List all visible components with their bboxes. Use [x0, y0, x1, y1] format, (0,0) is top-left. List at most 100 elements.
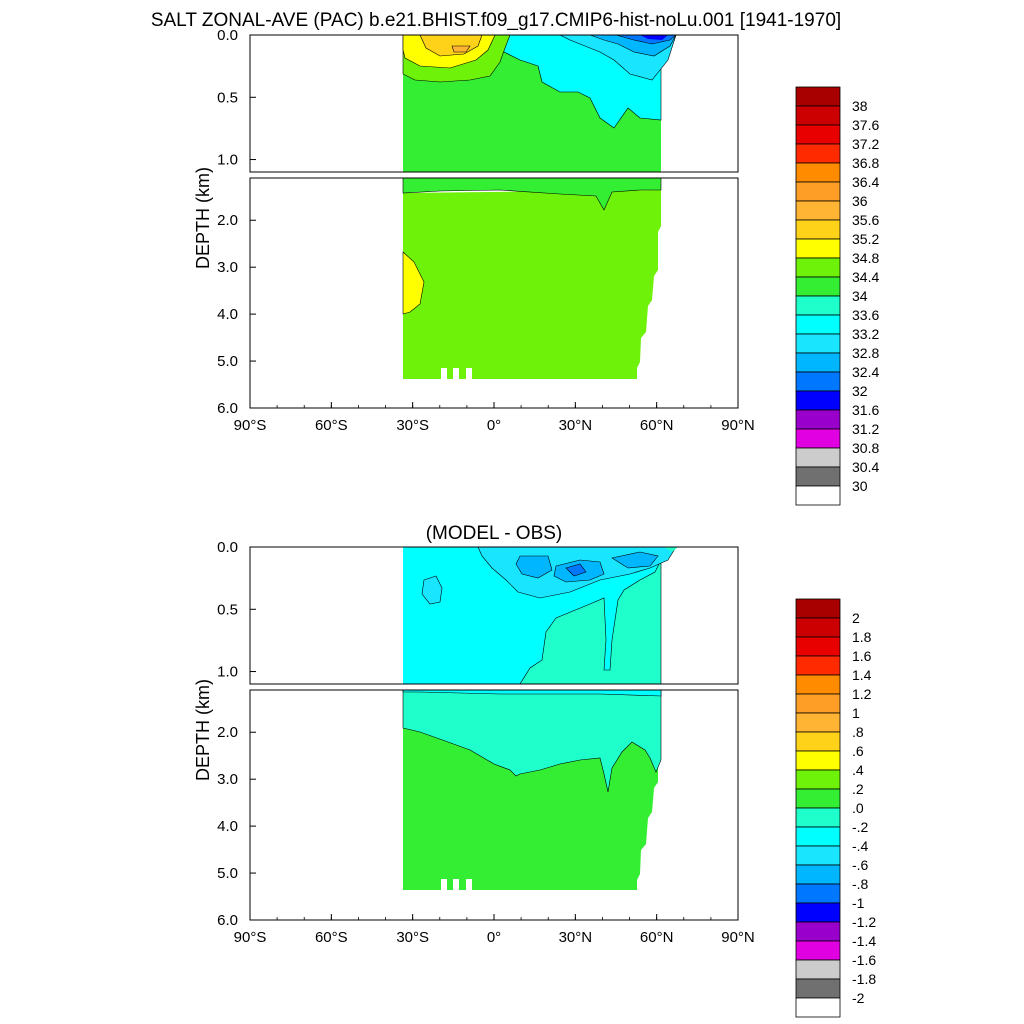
colorbar-swatch	[795, 238, 841, 259]
colorbar-label: -.2	[852, 819, 869, 835]
colorbar-label: -1.4	[852, 933, 876, 949]
colorbar-swatch	[795, 655, 841, 676]
y-tick-label: 6.0	[217, 912, 238, 929]
x-tick-label: 60°N	[640, 417, 674, 434]
contour-fill-teal	[402, 689, 662, 793]
y-tick-label: 4.0	[217, 818, 238, 835]
contour-fill-green	[402, 177, 662, 211]
contour-fill-yellow	[402, 251, 425, 315]
colorbar-label: .6	[852, 743, 864, 759]
colorbar: 21.81.61.41.21.8.6.4.2.0-.2-.4-.6-.8-1-1…	[795, 598, 876, 1018]
colorbar-label: -.6	[852, 857, 869, 873]
axis-ticks: 90°S 60°S 30°S 0° 30°N 60°N 90°N 0.0 0.5 1.0 2.0 3.…	[217, 27, 755, 434]
x-tick-label: 30°N	[559, 929, 593, 946]
y-axis-label: DEPTH (km)	[193, 167, 213, 269]
colorbar: 38 37.6 37.2 36.8 36.4 36 35.6 35.2 34.8 34.4 34 33…	[795, 86, 879, 506]
y-tick-label: 4.0	[217, 306, 238, 323]
colorbar-swatch	[795, 902, 841, 923]
colorbar-swatch	[795, 447, 841, 468]
colorbar-label: 37.2	[852, 136, 879, 152]
x-tick-label: 90°S	[234, 417, 267, 434]
colorbar-label: 38	[852, 98, 868, 114]
x-tick-label: 30°N	[559, 417, 593, 434]
y-tick-label: 5.0	[217, 353, 238, 370]
colorbar-label: -.4	[852, 838, 869, 854]
colorbar-swatch	[795, 295, 841, 316]
colorbar-swatch	[795, 826, 841, 847]
colorbar-label: 37.6	[852, 117, 879, 133]
colorbar-swatch	[795, 674, 841, 695]
colorbar-label: 30.4	[852, 459, 879, 475]
colorbar-swatch	[795, 409, 841, 430]
colorbar-label: -1.6	[852, 952, 876, 968]
lower-plot	[249, 177, 739, 409]
colorbar-swatch	[795, 750, 841, 771]
colorbar-swatch	[795, 86, 841, 107]
contour-fill-lightblue	[421, 575, 443, 605]
axis-ticks: 90°S 60°S 30°S 0° 30°N 60°N 90°N 0.0 0.5 1.0 2.0 3.…	[217, 539, 755, 946]
colorbar-swatch	[795, 845, 841, 866]
colorbar-swatch	[795, 162, 841, 183]
colorbar-swatch	[795, 940, 841, 961]
colorbar-swatch	[795, 693, 841, 714]
colorbar-label: 36	[852, 193, 868, 209]
x-tick-label: 0°	[487, 929, 501, 946]
colorbar-label: .0	[852, 800, 864, 816]
colorbar-swatch	[795, 959, 841, 980]
colorbar-label: 1.4	[852, 667, 872, 683]
colorbar-swatch	[795, 921, 841, 942]
colorbar-label: -1.8	[852, 971, 876, 987]
contour-fill-aqua	[402, 689, 662, 697]
colorbar-label: .2	[852, 781, 864, 797]
x-tick-label: 90°N	[721, 929, 755, 946]
x-tick-label: 0°	[487, 417, 501, 434]
colorbar-swatch	[795, 617, 841, 638]
colorbar-label: 35.6	[852, 212, 879, 228]
contour-fill-teal	[519, 559, 662, 685]
colorbar-label: 30	[852, 478, 868, 494]
colorbar-label: 35.2	[852, 231, 879, 247]
colorbar-label: .8	[852, 724, 864, 740]
colorbar-label: -2	[852, 990, 865, 1006]
colorbar-swatch	[795, 883, 841, 904]
y-tick-label: 3.0	[217, 259, 238, 276]
y-tick-label: 3.0	[217, 771, 238, 788]
x-tick-label: 60°S	[315, 929, 348, 946]
y-tick-label: 1.0	[217, 152, 238, 169]
plot-frame	[249, 546, 739, 685]
y-tick-label: 2.0	[217, 724, 238, 741]
y-tick-label: 0.0	[217, 27, 238, 44]
colorbar-label: 33.2	[852, 326, 879, 342]
colorbar-label: 31.2	[852, 421, 879, 437]
colorbar-label: 32.8	[852, 345, 879, 361]
colorbar-swatch	[795, 788, 841, 809]
colorbar-swatch	[795, 200, 841, 221]
colorbar-swatch	[795, 731, 841, 752]
colorbar-swatch	[795, 314, 841, 335]
y-axis-label: DEPTH (km)	[193, 679, 213, 781]
colorbar-label: 2	[852, 610, 860, 626]
colorbar-swatch	[795, 466, 841, 487]
colorbar-label: -1.2	[852, 914, 876, 930]
colorbar-swatch	[795, 598, 841, 619]
x-tick-label: 90°S	[234, 929, 267, 946]
colorbar-label: 33.6	[852, 307, 879, 323]
contour-fill-blue	[565, 563, 587, 577]
plot-frame	[249, 34, 739, 173]
panel-salinity: SALT ZONAL-AVE (PAC) b.e21.BHIST.f09_g17…	[151, 10, 879, 506]
colorbar-swatch	[795, 636, 841, 657]
colorbar-label: .4	[852, 762, 864, 778]
colorbar-swatch	[795, 333, 841, 354]
colorbar-label: 36.4	[852, 174, 879, 190]
colorbar-label: 31.6	[852, 402, 879, 418]
colorbar-swatch	[795, 390, 841, 411]
colorbar-swatch	[795, 997, 841, 1018]
colorbar-label: 1.6	[852, 648, 872, 664]
colorbar-swatch	[795, 371, 841, 392]
colorbar-swatch	[795, 276, 841, 297]
x-tick-label: 60°S	[315, 417, 348, 434]
colorbar-swatch	[795, 181, 841, 202]
lower-plot	[249, 689, 739, 921]
colorbar-swatch	[795, 712, 841, 733]
